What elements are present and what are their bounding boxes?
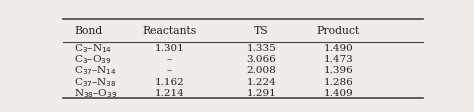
Text: 1.162: 1.162	[155, 77, 184, 86]
Text: C$_{37}$–N$_{14}$: C$_{37}$–N$_{14}$	[74, 64, 117, 77]
Text: 1.224: 1.224	[246, 77, 276, 86]
Text: C$_3$–O$_{39}$: C$_3$–O$_{39}$	[74, 53, 111, 66]
Text: 1.473: 1.473	[324, 55, 353, 64]
Text: 1.291: 1.291	[246, 88, 276, 97]
Text: C$_{37}$–N$_{38}$: C$_{37}$–N$_{38}$	[74, 75, 117, 88]
Text: 1.409: 1.409	[324, 88, 353, 97]
Text: 1.335: 1.335	[246, 44, 276, 53]
Text: –: –	[167, 66, 172, 75]
Text: –: –	[167, 55, 172, 64]
Text: Product: Product	[317, 26, 360, 36]
Text: Reactants: Reactants	[142, 26, 197, 36]
Text: Bond: Bond	[74, 26, 102, 36]
Text: 1.214: 1.214	[155, 88, 184, 97]
Text: 2.008: 2.008	[246, 66, 276, 75]
Text: C$_3$–N$_{14}$: C$_3$–N$_{14}$	[74, 42, 112, 55]
Text: 1.286: 1.286	[324, 77, 353, 86]
Text: TS: TS	[254, 26, 269, 36]
Text: N$_{38}$–O$_{39}$: N$_{38}$–O$_{39}$	[74, 86, 117, 99]
Text: 1.490: 1.490	[324, 44, 353, 53]
Text: 3.066: 3.066	[246, 55, 276, 64]
Text: 1.301: 1.301	[155, 44, 184, 53]
Text: 1.396: 1.396	[324, 66, 353, 75]
